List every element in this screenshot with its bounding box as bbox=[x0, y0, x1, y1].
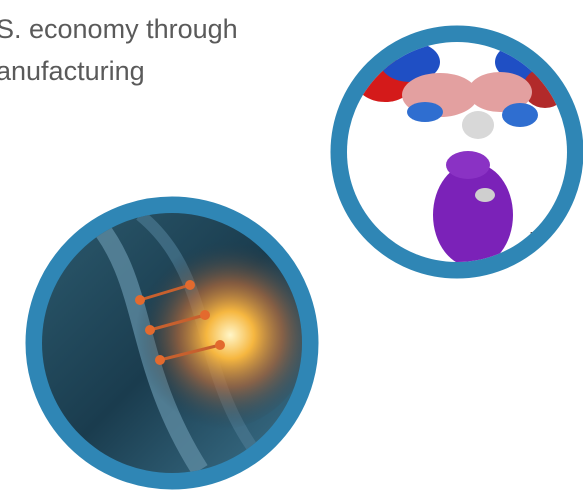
slide: S. economy through anufacturing Fc bbox=[0, 0, 583, 490]
body-text-line: anufacturing bbox=[0, 56, 145, 86]
dna-image bbox=[34, 205, 310, 481]
body-text-line: S. economy through bbox=[0, 14, 238, 44]
page: S. economy through anufacturing Fc bbox=[0, 0, 583, 490]
antibody-image: Fc bbox=[339, 30, 580, 270]
